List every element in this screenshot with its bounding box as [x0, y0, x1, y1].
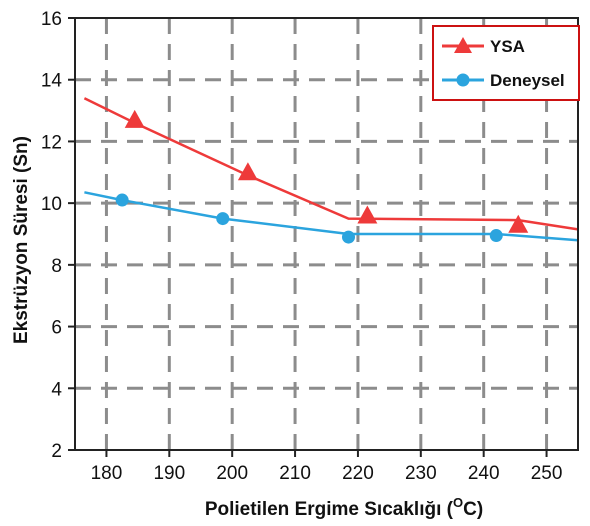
y-tick-label: 10 [41, 194, 62, 215]
legend-box [432, 25, 580, 101]
legend-entry-ysa: YSA [442, 37, 525, 56]
data-point-deneysel [216, 212, 230, 226]
x-axis-title-unit-superscript: O [453, 495, 463, 510]
series-line-deneysel [84, 191, 579, 242]
y-axis-title: Ekstrüzyon Süresi (Sn) [11, 136, 32, 344]
tick-labels: 180 190 200 210 220 230 240 250 2 4 6 8 10 12 14 16 [41, 9, 563, 484]
data-point-deneysel [489, 229, 503, 243]
x-axis-title: Polietilen Ergime Sıcaklığı (OC) [205, 495, 483, 520]
x-tick-label: 210 [279, 463, 311, 484]
series-line-ysa [83, 97, 579, 231]
legend: YSA Deneysel [432, 25, 580, 101]
x-tick-label: 250 [531, 463, 563, 484]
data-point-ysa [357, 205, 378, 224]
y-tick-label: 6 [51, 318, 62, 339]
y-tick-label: 14 [41, 71, 63, 92]
y-tick-label: 16 [41, 9, 62, 30]
data-point-deneysel [115, 193, 129, 207]
series-layer [83, 97, 579, 244]
y-tick-label: 4 [51, 379, 62, 400]
legend-deneysel-circle-marker [456, 73, 470, 87]
x-tick-label: 190 [153, 463, 185, 484]
data-point-ysa [124, 109, 145, 128]
y-tick-label: 12 [41, 132, 62, 153]
legend-deneysel-label: Deneysel [490, 71, 565, 90]
x-axis-title-main: Polietilen Ergime Sıcaklığı ( [205, 499, 454, 520]
x-tick-label: 220 [342, 463, 374, 484]
x-tick-label: 200 [216, 463, 248, 484]
legend-entry-deneysel: Deneysel [442, 71, 565, 90]
x-tick-label: 230 [405, 463, 437, 484]
x-tick-label: 240 [468, 463, 500, 484]
y-tick-label: 8 [51, 256, 62, 277]
data-point-ysa [508, 214, 529, 233]
plot-frame [74, 17, 579, 451]
x-tick-label: 180 [91, 463, 123, 484]
data-point-ysa [237, 162, 258, 181]
legend-ysa-label: YSA [490, 37, 525, 56]
x-axis-title-unit: C) [463, 499, 483, 520]
legend-ysa-triangle-marker [454, 37, 472, 53]
data-point-deneysel [342, 230, 356, 244]
y-tick-label: 2 [51, 441, 62, 462]
